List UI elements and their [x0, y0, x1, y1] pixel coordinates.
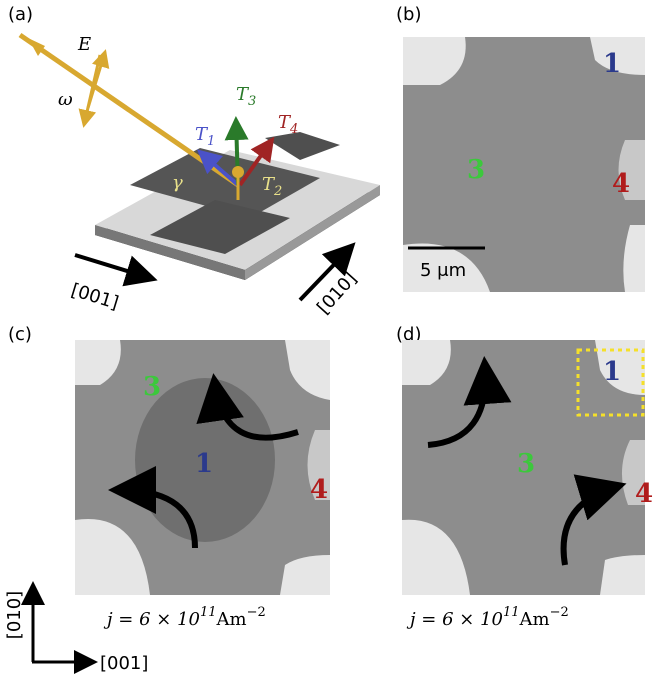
torque-sub: 3 — [248, 94, 256, 109]
cross-pad — [265, 132, 340, 160]
panel-d: (d) 1 3 4 j = 6 × 1011Am−2 — [396, 324, 653, 630]
scale-label: 5 μm — [420, 260, 466, 281]
domain-label: 1 — [603, 357, 621, 387]
light-region — [600, 555, 645, 595]
axis-label: [001] — [69, 280, 121, 314]
axis-label: [001] — [100, 653, 148, 674]
torque-sub: 2 — [273, 184, 282, 199]
torque-ball — [232, 166, 244, 178]
domain-label: 3 — [143, 372, 161, 402]
axis-arrow — [75, 255, 150, 278]
current-density: j = 6 × 1011Am−2 — [103, 605, 266, 630]
torque-label: T3 — [236, 84, 256, 109]
formula: j = 6 × 10 — [103, 609, 200, 630]
domain-label: 1 — [195, 449, 213, 479]
torque-label: T1 — [195, 124, 215, 149]
axis-label: [010] — [313, 268, 361, 318]
orientation-axes: [010] [001] — [4, 587, 148, 674]
panel-label: (a) — [8, 4, 33, 25]
formula: j = 6 × 10 — [406, 609, 503, 630]
panel-a: (a) E ω γ T1 T3 T4 T2 [001] [010] — [8, 4, 380, 318]
field-label: E — [77, 34, 91, 55]
panel-label: (b) — [396, 4, 421, 25]
domain-label: 4 — [612, 169, 630, 199]
panel-label: (c) — [8, 324, 32, 345]
panel-c: (c) 3 1 4 j = 6 × 1011Am−2 — [8, 324, 330, 630]
figure: (a) E ω γ T1 T3 T4 T2 [001] [010] (b) — [0, 0, 667, 681]
domain-label: 4 — [310, 475, 328, 505]
torque-label: T4 — [278, 112, 298, 137]
angle-label: ω — [58, 89, 73, 110]
exponent: 11 — [503, 605, 520, 620]
unit: Am — [216, 609, 247, 630]
domain-label: 3 — [517, 449, 535, 479]
field-vector — [88, 52, 105, 108]
exponent: −2 — [247, 605, 266, 620]
domain-label: 1 — [603, 49, 621, 79]
torque-sub: 4 — [289, 122, 298, 137]
exponent: −2 — [550, 605, 569, 620]
torque-sub: 1 — [207, 134, 215, 149]
domain-label: 3 — [467, 155, 485, 185]
beam — [20, 35, 238, 185]
domain-label: 4 — [635, 479, 653, 509]
exponent: 11 — [200, 605, 217, 620]
gamma-label: γ — [172, 172, 183, 193]
panel-b: (b) 5 μm 1 3 4 — [396, 4, 645, 292]
axis-label: [010] — [4, 591, 25, 639]
unit: Am — [519, 609, 550, 630]
current-density: j = 6 × 1011Am−2 — [406, 605, 569, 630]
